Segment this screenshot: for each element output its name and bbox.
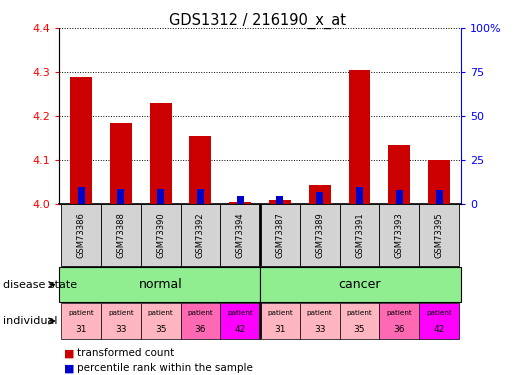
- Bar: [356, 187, 363, 204]
- Bar: [277, 196, 283, 204]
- Text: individual: individual: [3, 316, 57, 326]
- Text: GSM73387: GSM73387: [276, 212, 284, 258]
- Bar: [229, 202, 251, 204]
- Text: 33: 33: [115, 326, 127, 334]
- Bar: [349, 70, 370, 204]
- Text: GSM73392: GSM73392: [196, 213, 205, 258]
- Text: patient: patient: [187, 310, 213, 316]
- Text: patient: patient: [227, 310, 253, 316]
- Text: normal: normal: [139, 278, 182, 291]
- Bar: [396, 190, 403, 204]
- Bar: [157, 189, 164, 204]
- Text: GDS1312 / 216190_x_at: GDS1312 / 216190_x_at: [169, 13, 346, 29]
- FancyBboxPatch shape: [141, 204, 181, 266]
- Text: 31: 31: [274, 326, 286, 334]
- FancyBboxPatch shape: [101, 204, 141, 266]
- Bar: [388, 145, 410, 204]
- Bar: [117, 189, 124, 204]
- FancyBboxPatch shape: [59, 267, 260, 302]
- Bar: [436, 190, 442, 204]
- Text: GSM73391: GSM73391: [355, 213, 364, 258]
- FancyBboxPatch shape: [339, 204, 380, 266]
- Text: patient: patient: [426, 310, 452, 316]
- Text: 35: 35: [354, 326, 365, 334]
- Text: 31: 31: [75, 326, 87, 334]
- FancyBboxPatch shape: [300, 303, 339, 339]
- Text: cancer: cancer: [338, 278, 381, 291]
- FancyBboxPatch shape: [181, 204, 220, 266]
- Bar: [237, 196, 244, 204]
- FancyBboxPatch shape: [419, 303, 459, 339]
- FancyBboxPatch shape: [220, 303, 260, 339]
- Text: disease state: disease state: [3, 280, 77, 290]
- FancyBboxPatch shape: [419, 204, 459, 266]
- Text: patient: patient: [386, 310, 412, 316]
- Text: GSM73395: GSM73395: [435, 213, 443, 258]
- Bar: [316, 192, 323, 204]
- Bar: [197, 189, 204, 204]
- FancyBboxPatch shape: [260, 303, 300, 339]
- FancyBboxPatch shape: [220, 204, 260, 266]
- Bar: [190, 136, 211, 204]
- FancyBboxPatch shape: [380, 303, 419, 339]
- FancyBboxPatch shape: [339, 303, 380, 339]
- Text: 36: 36: [195, 326, 206, 334]
- Bar: [269, 200, 291, 204]
- FancyBboxPatch shape: [380, 204, 419, 266]
- Bar: [309, 184, 331, 204]
- Text: patient: patient: [148, 310, 174, 316]
- Text: patient: patient: [267, 310, 293, 316]
- Text: GSM73386: GSM73386: [77, 212, 85, 258]
- Text: ■: ■: [64, 363, 75, 373]
- FancyBboxPatch shape: [141, 303, 181, 339]
- Text: 36: 36: [393, 326, 405, 334]
- Text: 35: 35: [155, 326, 166, 334]
- Text: patient: patient: [68, 310, 94, 316]
- Text: GSM73394: GSM73394: [236, 213, 245, 258]
- Text: GSM73393: GSM73393: [395, 213, 404, 258]
- Bar: [110, 123, 132, 204]
- Text: transformed count: transformed count: [77, 348, 175, 358]
- Text: ■: ■: [64, 348, 75, 358]
- Text: 33: 33: [314, 326, 325, 334]
- Bar: [70, 76, 92, 204]
- FancyBboxPatch shape: [260, 204, 300, 266]
- FancyBboxPatch shape: [181, 303, 220, 339]
- Text: 42: 42: [234, 326, 246, 334]
- Text: patient: patient: [347, 310, 372, 316]
- Text: percentile rank within the sample: percentile rank within the sample: [77, 363, 253, 373]
- Bar: [150, 103, 171, 204]
- Text: patient: patient: [108, 310, 134, 316]
- Text: GSM73390: GSM73390: [156, 213, 165, 258]
- FancyBboxPatch shape: [61, 204, 101, 266]
- Text: patient: patient: [307, 310, 333, 316]
- Text: GSM73388: GSM73388: [116, 212, 125, 258]
- Text: 42: 42: [434, 326, 444, 334]
- FancyBboxPatch shape: [260, 267, 461, 302]
- Bar: [78, 187, 84, 204]
- Text: GSM73389: GSM73389: [315, 213, 324, 258]
- FancyBboxPatch shape: [300, 204, 339, 266]
- Bar: [428, 160, 450, 204]
- FancyBboxPatch shape: [61, 303, 101, 339]
- FancyBboxPatch shape: [101, 303, 141, 339]
